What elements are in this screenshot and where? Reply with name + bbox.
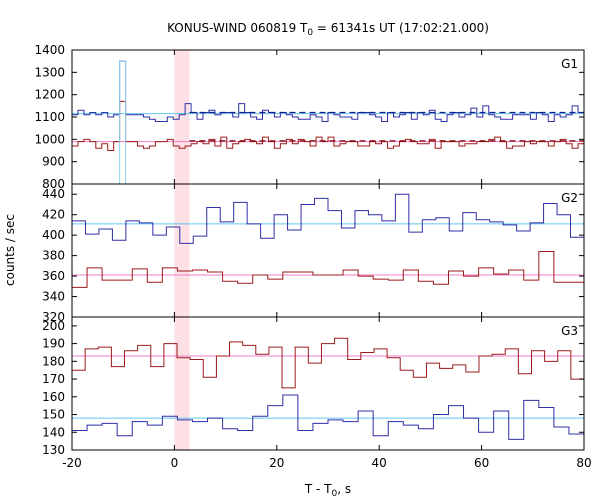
y-tick-label: 170: [42, 372, 65, 386]
light-curve-g2-0: [72, 193, 584, 244]
y-tick-label: 200: [42, 319, 65, 333]
light-curve-g3-1: [72, 394, 584, 440]
panel-frame-g3: [71, 316, 585, 451]
y-tick-label: 1200: [34, 88, 65, 102]
y-tick-label: 180: [42, 354, 65, 368]
y-tick-label: 1400: [34, 43, 65, 57]
y-tick-label: 400: [42, 228, 65, 242]
x-tick-label: 80: [576, 456, 591, 470]
y-tick-label: 150: [42, 408, 65, 422]
light-curve-g2-1: [72, 251, 584, 288]
x-tick-label: 0: [171, 456, 179, 470]
trigger-peak-outline: [119, 60, 127, 185]
y-tick-label: 900: [42, 155, 65, 169]
y-tick-label: 140: [42, 425, 65, 439]
y-tick-label: 1000: [34, 132, 65, 146]
x-tick-label: 40: [372, 456, 387, 470]
x-tick-label: 20: [269, 456, 284, 470]
y-tick-label: 360: [42, 269, 65, 283]
light-curve-g1-1: [72, 100, 584, 151]
y-tick-label: 320: [42, 310, 65, 324]
panel-label-g2: G2: [561, 191, 578, 205]
x-tick-label: 60: [474, 456, 489, 470]
y-tick-label: 160: [42, 390, 65, 404]
y-tick-label: 420: [42, 208, 65, 222]
y-tick-label: 1100: [34, 110, 65, 124]
x-tick-label: -20: [62, 456, 82, 470]
light-curve-g3-0: [72, 337, 584, 389]
panel-label-g3: G3: [561, 324, 578, 338]
y-tick-label: 130: [42, 443, 65, 457]
y-tick-label: 190: [42, 337, 65, 351]
trigger-time-band: [174, 50, 190, 450]
y-tick-label: 1300: [34, 65, 65, 79]
y-tick-label: 440: [42, 187, 65, 201]
plot-layer: 80090010001100120013001400G1320340360380…: [34, 43, 591, 470]
panel-label-g1: G1: [561, 57, 578, 71]
y-tick-label: 800: [42, 177, 65, 191]
x-axis-label: T - T0, s: [304, 482, 351, 499]
chart-title: KONUS-WIND 060819 T0 = 61341s UT (17:02:…: [167, 21, 489, 38]
y-tick-label: 340: [42, 290, 65, 304]
y-tick-label: 380: [42, 249, 65, 263]
light-curve-g1-0: [72, 60, 584, 122]
y-axis-label: counts / sec: [3, 214, 17, 286]
